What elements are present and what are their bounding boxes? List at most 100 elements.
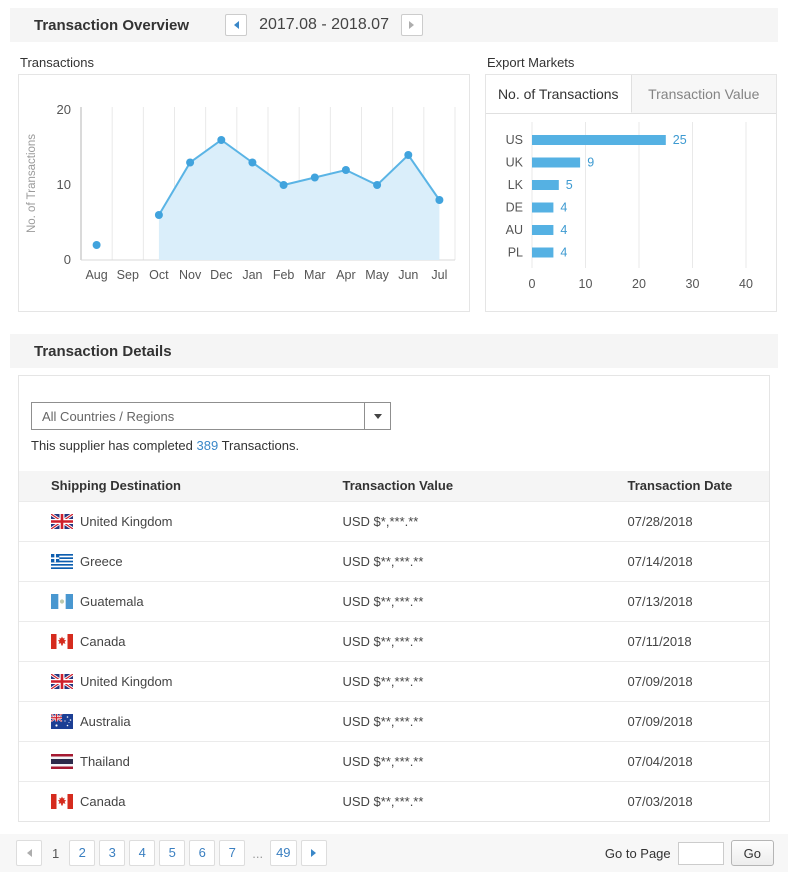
- page-button-3[interactable]: 3: [99, 840, 126, 866]
- go-button[interactable]: Go: [730, 840, 774, 866]
- goto-page-input[interactable]: [677, 841, 724, 865]
- export-markets-panel: No. of Transactions Transaction Value 0 1…: [485, 74, 777, 312]
- transaction-date-cell: 07/04/2018: [626, 740, 769, 781]
- svg-text:Jun: Jun: [398, 268, 418, 282]
- transaction-date-cell: 07/09/2018: [626, 660, 769, 701]
- svg-text:30: 30: [686, 277, 700, 291]
- shipping-destination-cell: United Kingdom: [19, 660, 342, 701]
- col-transaction-value: Transaction Value: [341, 471, 627, 501]
- export-markets-tabs: No. of Transactions Transaction Value: [486, 75, 776, 114]
- country-name: United Kingdom: [80, 514, 173, 530]
- transaction-details-panel: All Countries / Regions This supplier ha…: [18, 375, 770, 822]
- goto-page-group: Go to Page Go: [605, 840, 774, 866]
- transaction-overview-header: Transaction Overview 2017.08 - 2018.07: [10, 8, 778, 42]
- country-name: Thailand: [80, 754, 130, 770]
- shipping-destination-cell: Greece: [19, 540, 342, 581]
- left-triangle-icon: [26, 849, 32, 857]
- svg-text:Feb: Feb: [273, 268, 295, 282]
- svg-text:10: 10: [579, 277, 593, 291]
- transaction-value-cell: USD $**,***.**: [341, 540, 627, 581]
- svg-text:10: 10: [57, 177, 71, 192]
- svg-text:9: 9: [587, 156, 594, 170]
- flag-icon-gb: [51, 674, 73, 690]
- svg-text:UK: UK: [506, 156, 524, 170]
- prev-page-button[interactable]: [16, 840, 42, 866]
- country-name: Canada: [80, 634, 126, 650]
- table-row: Australia USD $**,***.** 07/09/2018: [19, 700, 769, 741]
- transactions-chart-section: Transactions 0 10 20 No. of Transactions Aug…: [18, 42, 470, 312]
- current-page: 1: [52, 845, 60, 861]
- page-button-49[interactable]: 49: [270, 840, 297, 866]
- flag-icon-ca: [51, 794, 73, 810]
- country-name: United Kingdom: [80, 674, 173, 690]
- transactions-line-chart: 0 10 20 No. of Transactions Aug Sep Oct Nov Dec J…: [19, 77, 469, 312]
- export-markets-section: Export Markets No. of Transactions Trans…: [485, 42, 777, 312]
- transaction-date-cell: 07/03/2018: [626, 780, 769, 821]
- pagination-bar: 1 2 3 4 5 6 7... 49 Go to Page Go: [0, 834, 788, 872]
- details-title: Transaction Details: [34, 342, 172, 360]
- date-range-label: 2017.08 - 2018.07: [259, 16, 389, 33]
- page-button-2[interactable]: 2: [69, 840, 96, 866]
- shipping-destination-cell: Australia: [19, 700, 342, 741]
- chevron-down-icon: [364, 403, 390, 429]
- transaction-date-cell: 07/28/2018: [626, 500, 769, 541]
- svg-text:Aug: Aug: [85, 268, 107, 282]
- svg-text:Apr: Apr: [336, 268, 355, 282]
- tab-no-of-transactions[interactable]: No. of Transactions: [486, 75, 632, 113]
- transaction-date-cell: 07/14/2018: [626, 540, 769, 581]
- page-buttons: 1 2 3 4 5 6 7... 49: [14, 840, 329, 866]
- next-page-button[interactable]: [300, 840, 327, 866]
- date-range-nav: 2017.08 - 2018.07: [225, 14, 423, 36]
- table-row: Thailand USD $**,***.** 07/04/2018: [19, 740, 769, 781]
- col-transaction-date: Transaction Date: [626, 471, 769, 501]
- right-triangle-icon: [311, 849, 317, 857]
- svg-text:40: 40: [739, 277, 753, 291]
- goto-page-label: Go to Page: [604, 845, 671, 861]
- table-row: Canada USD $**,***.** 07/11/2018: [19, 620, 769, 661]
- transaction-value-cell: USD $**,***.**: [341, 740, 627, 781]
- svg-text:LK: LK: [508, 178, 524, 192]
- shipping-destination-cell: United Kingdom: [19, 500, 342, 541]
- page-button-7[interactable]: 7: [219, 840, 246, 866]
- country-name: Guatemala: [80, 594, 144, 610]
- shipping-destination-cell: Thailand: [19, 740, 342, 781]
- table-row: Guatemala USD $**,***.** 07/13/2018: [19, 580, 769, 621]
- charts-row: Transactions 0 10 20 No. of Transactions Aug…: [18, 42, 777, 312]
- svg-text:May: May: [365, 268, 389, 282]
- flag-icon-gt: [51, 594, 73, 610]
- svg-text:5: 5: [566, 178, 573, 192]
- svg-text:0: 0: [64, 252, 71, 267]
- transaction-value-cell: USD $**,***.**: [341, 580, 627, 621]
- country-filter-select[interactable]: All Countries / Regions: [31, 402, 391, 430]
- tab-transaction-value[interactable]: Transaction Value: [631, 75, 776, 113]
- svg-text:Nov: Nov: [179, 268, 202, 282]
- next-period-button[interactable]: [400, 14, 423, 36]
- svg-text:AU: AU: [506, 223, 523, 237]
- country-name: Canada: [80, 794, 126, 810]
- transaction-value-cell: USD $**,***.**: [341, 620, 627, 661]
- page-button-4[interactable]: 4: [129, 840, 156, 866]
- svg-text:No. of Transactions: No. of Transactions: [26, 134, 38, 233]
- table-row: United Kingdom USD $*,***.** 07/28/2018: [19, 500, 769, 541]
- flag-icon-th: [51, 754, 73, 770]
- transaction-count-link[interactable]: 389: [196, 438, 219, 453]
- page-button-6[interactable]: 6: [189, 840, 216, 866]
- svg-text:25: 25: [673, 133, 687, 147]
- flag-icon-gr: [51, 554, 73, 570]
- pagination-ellipsis: ...: [252, 845, 264, 861]
- export-markets-label: Export Markets: [487, 55, 575, 70]
- country-filter-value: All Countries / Regions: [42, 408, 175, 424]
- svg-text:PL: PL: [508, 246, 523, 260]
- export-markets-bar-chart: 0 10 20 30 40 US 25 UK 9 LK 5 DE 4 AU 4 PL 4: [486, 114, 776, 311]
- transaction-value-cell: USD $*,***.**: [341, 500, 627, 541]
- page-button-5[interactable]: 5: [159, 840, 186, 866]
- flag-icon-gb: [51, 514, 73, 530]
- table-header-row: Shipping Destination Transaction Value T…: [19, 471, 769, 501]
- country-name: Greece: [80, 554, 123, 570]
- transaction-date-cell: 07/11/2018: [626, 620, 769, 661]
- transactions-table: Shipping Destination Transaction Value T…: [19, 471, 769, 821]
- svg-text:US: US: [506, 133, 523, 147]
- prev-period-button[interactable]: [225, 14, 248, 36]
- shipping-destination-cell: Canada: [19, 780, 342, 821]
- transactions-chart-label: Transactions: [20, 55, 94, 70]
